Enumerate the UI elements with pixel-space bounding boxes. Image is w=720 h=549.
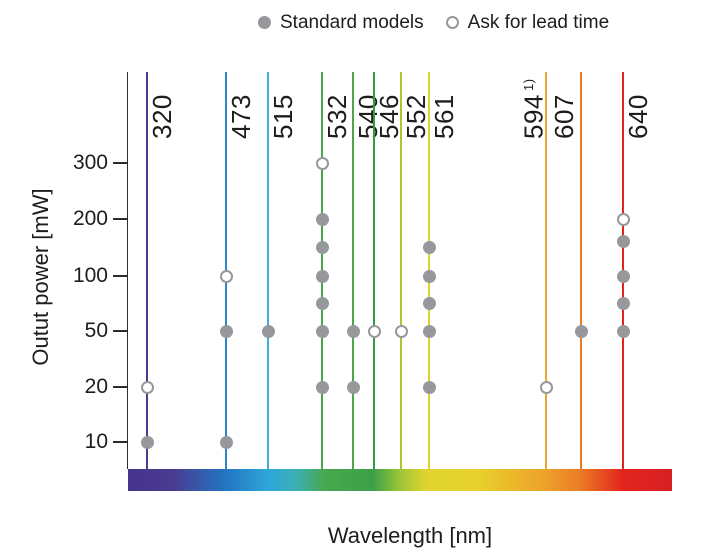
legend-item-lead-time: Ask for lead time bbox=[445, 12, 610, 33]
data-point-standard bbox=[574, 324, 588, 338]
wavelength-label: 594 1) bbox=[518, 78, 549, 139]
data-point-standard bbox=[315, 269, 329, 283]
wavelength-spectrum-bar bbox=[128, 469, 672, 491]
data-point-standard bbox=[315, 241, 329, 254]
chart-legend: Standard models Ask for lead time bbox=[258, 13, 609, 32]
y-tick-mark bbox=[113, 386, 128, 388]
data-point-standard bbox=[616, 235, 630, 249]
wavelength-line bbox=[545, 72, 547, 469]
wavelength-line bbox=[373, 72, 375, 469]
data-point-standard bbox=[422, 324, 436, 338]
y-tick-label: 20 bbox=[84, 375, 108, 398]
y-tick-mark bbox=[113, 162, 128, 164]
data-point-standard bbox=[616, 269, 630, 283]
data-point-standard bbox=[261, 324, 275, 338]
data-point-lead-time bbox=[616, 212, 630, 226]
wavelength-line bbox=[400, 72, 402, 469]
wavelength-label: 515 bbox=[268, 94, 298, 139]
data-point-standard bbox=[422, 380, 436, 394]
y-tick-mark bbox=[113, 275, 128, 277]
x-axis-title: Wavelength [nm] bbox=[327, 523, 493, 548]
wavelength-label: 546 bbox=[374, 94, 404, 139]
y-tick-label: 200 bbox=[72, 207, 108, 230]
data-point-lead-time bbox=[367, 324, 381, 338]
data-point-standard bbox=[616, 324, 630, 338]
legend-label-lead-time: Ask for lead time bbox=[467, 12, 610, 33]
data-point-standard bbox=[315, 380, 329, 394]
legend-label-standard: Standard models bbox=[280, 12, 424, 33]
data-point-lead-time bbox=[219, 269, 233, 283]
legend-item-standard: Standard models bbox=[258, 13, 424, 32]
data-point-lead-time bbox=[315, 156, 329, 170]
y-tick-label: 10 bbox=[84, 430, 108, 453]
y-tick-label: 100 bbox=[72, 264, 108, 287]
data-point-standard bbox=[315, 324, 329, 338]
data-point-standard bbox=[346, 380, 360, 394]
data-point-standard bbox=[315, 212, 329, 226]
y-tick-mark bbox=[113, 330, 128, 332]
wavelength-label: 640 bbox=[623, 94, 653, 139]
data-point-standard bbox=[315, 297, 329, 310]
wavelength-line bbox=[580, 72, 582, 469]
y-tick-mark bbox=[113, 218, 128, 220]
data-point-standard bbox=[616, 297, 630, 310]
data-point-lead-time bbox=[140, 380, 154, 394]
data-point-standard bbox=[140, 435, 154, 449]
y-tick-label: 50 bbox=[84, 319, 108, 342]
data-point-standard bbox=[219, 435, 233, 449]
data-point-lead-time bbox=[539, 380, 553, 394]
open-circle-icon bbox=[445, 16, 459, 29]
data-point-lead-time bbox=[394, 324, 408, 338]
data-point-standard bbox=[219, 324, 233, 338]
y-tick-mark bbox=[113, 441, 128, 443]
wavelength-label: 561 bbox=[429, 94, 459, 139]
wavelength-label: 552 bbox=[401, 94, 431, 139]
y-tick-label: 300 bbox=[72, 151, 108, 174]
filled-circle-icon bbox=[258, 16, 271, 29]
data-point-standard bbox=[422, 297, 436, 310]
wavelength-line bbox=[146, 72, 148, 469]
footnote-marker: 1) bbox=[521, 78, 536, 95]
wavelength-label: 607 bbox=[549, 94, 579, 139]
data-point-standard bbox=[422, 241, 436, 254]
wavelength-label: 473 bbox=[226, 94, 256, 139]
wavelength-line bbox=[352, 72, 354, 469]
y-axis-line bbox=[126, 72, 128, 469]
wavelength-label: 532 bbox=[322, 94, 352, 139]
data-point-standard bbox=[346, 324, 360, 338]
data-point-standard bbox=[422, 269, 436, 283]
wavelength-line bbox=[267, 72, 269, 469]
wavelength-label: 320 bbox=[147, 94, 177, 139]
